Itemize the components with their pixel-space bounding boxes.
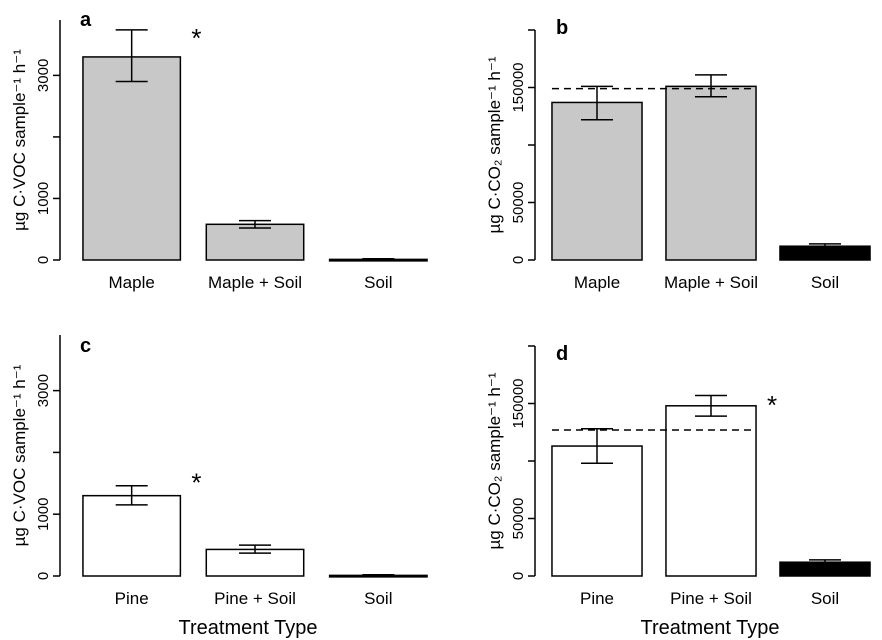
panel-b: 0 50000 150000 µg C·CO₂ sample⁻¹ h⁻¹ b Maple M… bbox=[485, 17, 871, 292]
significance-marker: * bbox=[191, 23, 201, 53]
panel-d: 0 50000 150000 µg C·CO₂ sample⁻¹ h⁻¹ d Pine Pi… bbox=[485, 343, 871, 608]
panel-a: 0 1000 3000 µg C·VOC sample⁻¹ h⁻¹ a Maple Mapl… bbox=[10, 9, 428, 292]
bar-2 bbox=[665, 405, 757, 577]
x-tick-label: Maple bbox=[574, 273, 620, 292]
y-axis-label: µg C·VOC sample⁻¹ h⁻¹ bbox=[10, 49, 29, 231]
y-tick-label: 50000 bbox=[510, 182, 527, 224]
x-tick-label: Pine bbox=[580, 589, 614, 608]
bar-1 bbox=[551, 101, 643, 261]
y-tick-label: 0 bbox=[510, 572, 527, 580]
y-axis-label: µg C·CO₂ sample⁻¹ h⁻¹ bbox=[485, 372, 504, 549]
y-tick-label: 0 bbox=[35, 572, 52, 580]
xlabel-right: Treatment Type bbox=[641, 617, 780, 639]
x-tick-label: Soil bbox=[811, 273, 839, 292]
bar-2 bbox=[205, 223, 305, 261]
panel-label: b bbox=[556, 17, 568, 39]
x-tick-label: Maple + Soil bbox=[664, 273, 758, 292]
y-tick-label: 1000 bbox=[35, 182, 52, 215]
bar-1 bbox=[82, 494, 182, 577]
y-tick-label: 150000 bbox=[510, 378, 527, 428]
bar-1 bbox=[82, 56, 182, 261]
y-tick-label: 3000 bbox=[35, 59, 52, 92]
x-tick-label: Pine + Soil bbox=[670, 589, 752, 608]
significance-marker: * bbox=[191, 468, 201, 498]
significance-marker: * bbox=[767, 390, 777, 420]
x-tick-label: Pine + Soil bbox=[214, 589, 296, 608]
y-tick-label: 1000 bbox=[35, 498, 52, 531]
y-tick-label: 0 bbox=[510, 256, 527, 264]
xlabel-left: Treatment Type bbox=[179, 617, 318, 639]
bar-1 bbox=[551, 445, 643, 577]
panel-label: a bbox=[80, 9, 92, 31]
x-tick-label: Soil bbox=[364, 273, 392, 292]
y-tick-label: 3000 bbox=[35, 374, 52, 407]
panel-label: d bbox=[556, 343, 568, 365]
y-tick-label: 0 bbox=[35, 256, 52, 264]
y-axis-label: µg C·CO₂ sample⁻¹ h⁻¹ bbox=[485, 56, 504, 233]
y-axis-label: µg C·VOC sample⁻¹ h⁻¹ bbox=[10, 364, 29, 546]
x-tick-label: Soil bbox=[364, 589, 392, 608]
x-tick-label: Maple bbox=[109, 273, 155, 292]
panel-c: 0 1000 3000 µg C·VOC sample⁻¹ h⁻¹ c Pine Pine … bbox=[10, 335, 428, 608]
x-tick-label: Pine bbox=[115, 589, 149, 608]
x-tick-label: Soil bbox=[811, 589, 839, 608]
panel-label: c bbox=[80, 335, 91, 357]
y-tick-label: 50000 bbox=[510, 498, 527, 540]
bar-2 bbox=[665, 85, 757, 261]
x-tick-label: Maple + Soil bbox=[208, 273, 302, 292]
y-tick-label: 150000 bbox=[510, 62, 527, 112]
